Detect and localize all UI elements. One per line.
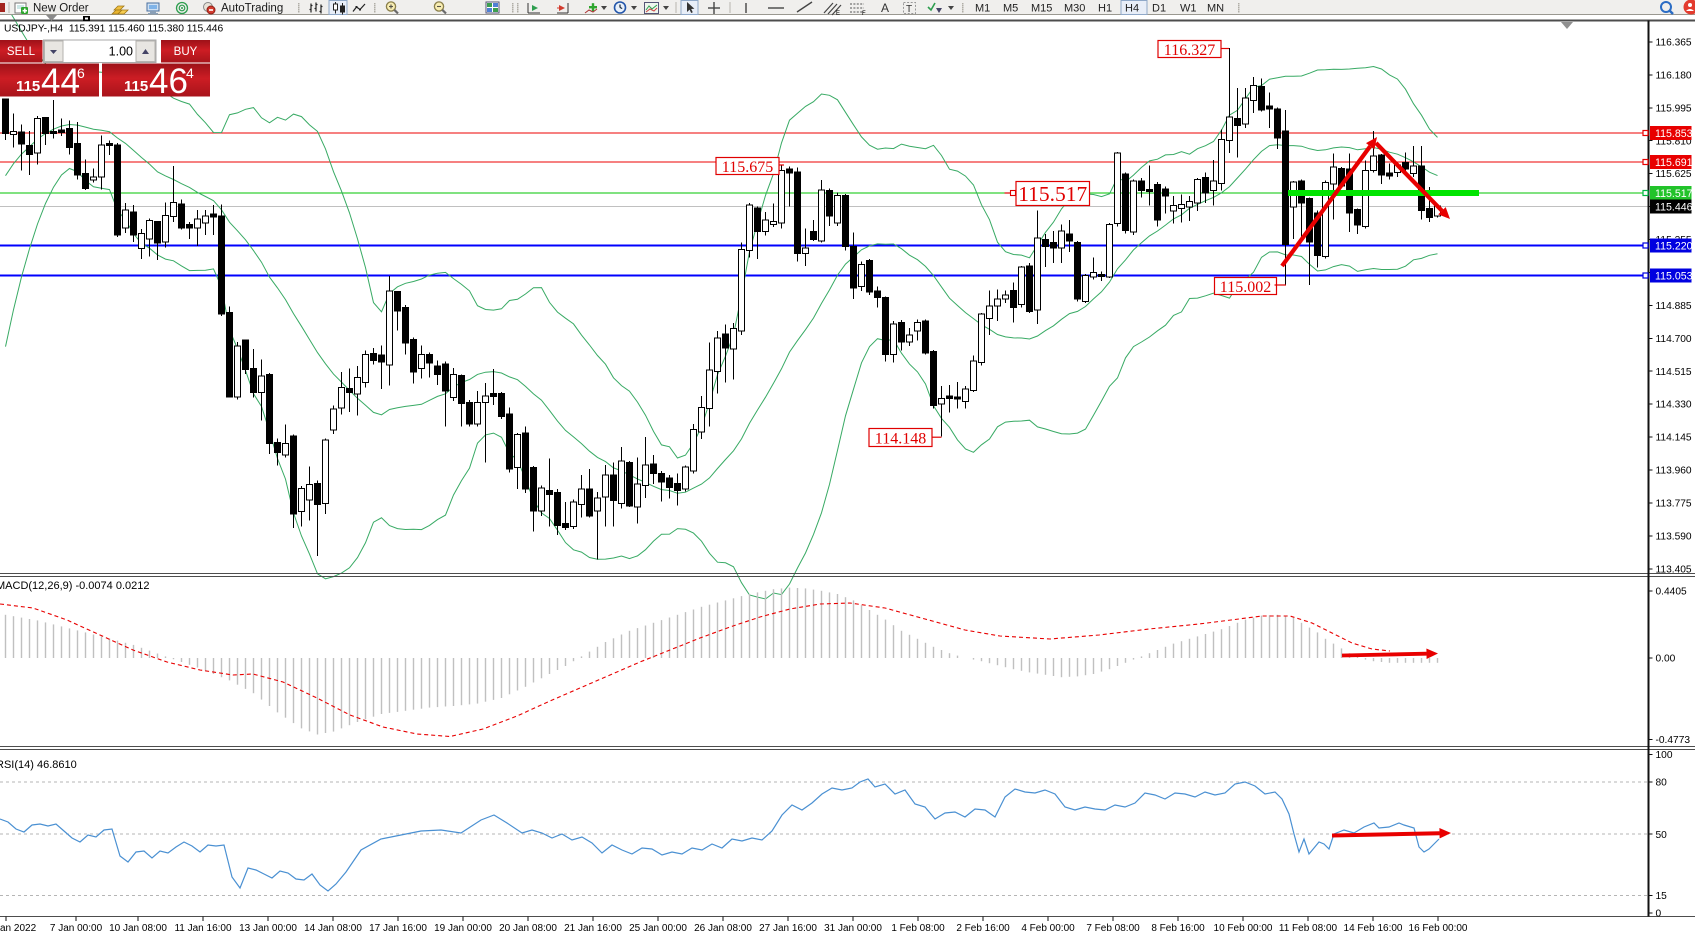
svg-text:0.4405: 0.4405 (1656, 587, 1687, 598)
svg-text:21 Jan 16:00: 21 Jan 16:00 (564, 923, 622, 934)
svg-text:115.446: 115.446 (1655, 201, 1693, 213)
svg-text:115.625: 115.625 (1656, 169, 1692, 180)
svg-text:115: 115 (16, 78, 40, 95)
svg-text:114.148: 114.148 (875, 430, 926, 447)
svg-text:114.700: 114.700 (1656, 334, 1692, 345)
svg-text:31 Jan 00:00: 31 Jan 00:00 (824, 923, 882, 934)
svg-text:116.365: 116.365 (1656, 37, 1692, 48)
svg-text:116.180: 116.180 (1656, 70, 1692, 81)
svg-text:1 Feb 08:00: 1 Feb 08:00 (891, 923, 945, 934)
svg-text:M15: M15 (1031, 3, 1052, 15)
svg-text:115.220: 115.220 (1655, 240, 1693, 252)
svg-text:114.515: 114.515 (1656, 367, 1692, 378)
svg-text:115.810: 115.810 (1656, 136, 1692, 147)
svg-text:New Order: New Order (33, 3, 89, 15)
svg-text:6: 6 (77, 65, 85, 81)
svg-text:14 Feb 16:00: 14 Feb 16:00 (1344, 923, 1403, 934)
svg-text:27 Jan 16:00: 27 Jan 16:00 (759, 923, 817, 934)
svg-text:4: 4 (186, 65, 194, 81)
svg-text:M1: M1 (975, 3, 990, 15)
svg-text:13 Jan 00:00: 13 Jan 00:00 (239, 923, 297, 934)
svg-text:20 Jan 08:00: 20 Jan 08:00 (499, 923, 557, 934)
svg-text:113.775: 113.775 (1656, 498, 1692, 509)
svg-text:7 Feb 08:00: 7 Feb 08:00 (1086, 923, 1140, 934)
svg-text:115.853: 115.853 (1655, 128, 1693, 140)
svg-text:50: 50 (1656, 830, 1668, 841)
svg-text:115.053: 115.053 (1655, 270, 1693, 282)
svg-text:114.885: 114.885 (1656, 301, 1692, 312)
svg-text:44: 44 (41, 62, 80, 101)
svg-text:14 Jan 08:00: 14 Jan 08:00 (304, 923, 362, 934)
svg-text:113.405: 113.405 (1656, 564, 1692, 575)
svg-text:M5: M5 (1003, 3, 1018, 15)
svg-text:W1: W1 (1180, 3, 1197, 15)
svg-text:115: 115 (124, 78, 148, 95)
svg-text:A: A (881, 1, 889, 15)
svg-text:8 Feb 16:00: 8 Feb 16:00 (1151, 923, 1205, 934)
svg-text:H4: H4 (1125, 3, 1139, 15)
svg-text:BUY: BUY (174, 46, 198, 58)
svg-text:an 2022: an 2022 (0, 923, 37, 934)
svg-text:D1: D1 (1152, 3, 1166, 15)
svg-text:M30: M30 (1064, 3, 1085, 15)
svg-text:25 Jan 00:00: 25 Jan 00:00 (629, 923, 687, 934)
svg-text:15: 15 (1656, 891, 1668, 902)
svg-text:F: F (862, 11, 866, 17)
svg-text:1.00: 1.00 (109, 45, 133, 59)
svg-text:MN: MN (1207, 3, 1224, 15)
svg-text:E: E (836, 11, 840, 17)
svg-text:115.517: 115.517 (1018, 182, 1087, 206)
svg-text:114.145: 114.145 (1656, 433, 1692, 444)
svg-text:MACD(12,26,9) -0.0074 0.0212: MACD(12,26,9) -0.0074 0.0212 (0, 580, 149, 592)
svg-text:17 Jan 16:00: 17 Jan 16:00 (369, 923, 427, 934)
svg-text:26 Jan 08:00: 26 Jan 08:00 (694, 923, 752, 934)
svg-text:115.002: 115.002 (1220, 279, 1271, 296)
svg-text:SELL: SELL (7, 46, 36, 58)
svg-text:7 Jan 00:00: 7 Jan 00:00 (50, 923, 103, 934)
svg-text:16 Feb 00:00: 16 Feb 00:00 (1409, 923, 1468, 934)
svg-text:USDJPY-,H4 115.391 115.460 11: USDJPY-,H4 115.391 115.460 115.380 115.4… (4, 24, 224, 35)
svg-text:116.327: 116.327 (1164, 42, 1215, 59)
svg-text:19 Jan 00:00: 19 Jan 00:00 (434, 923, 492, 934)
svg-text:4 Feb 00:00: 4 Feb 00:00 (1021, 923, 1075, 934)
svg-text:100: 100 (1656, 750, 1673, 761)
svg-text:11 Feb 08:00: 11 Feb 08:00 (1279, 923, 1338, 934)
svg-text:0.00: 0.00 (1656, 654, 1676, 665)
svg-text:T: T (906, 4, 912, 15)
svg-text:-0.4773: -0.4773 (1656, 735, 1691, 746)
svg-text:115.995: 115.995 (1656, 103, 1692, 114)
svg-text:113.960: 113.960 (1656, 466, 1692, 477)
svg-text:80: 80 (1656, 777, 1668, 788)
svg-text:115.517: 115.517 (1655, 188, 1693, 200)
svg-text:115.691: 115.691 (1655, 157, 1693, 169)
svg-text:11 Jan 16:00: 11 Jan 16:00 (174, 923, 232, 934)
svg-text:0: 0 (1656, 909, 1662, 920)
svg-text:115.675: 115.675 (722, 159, 773, 176)
svg-text:AutoTrading: AutoTrading (221, 3, 283, 15)
svg-text:114.330: 114.330 (1656, 400, 1692, 411)
svg-text:10 Feb 00:00: 10 Feb 00:00 (1214, 923, 1273, 934)
svg-text:RSI(14) 46.8610: RSI(14) 46.8610 (0, 759, 77, 771)
svg-text:2 Feb 16:00: 2 Feb 16:00 (956, 923, 1010, 934)
svg-text:10 Jan 08:00: 10 Jan 08:00 (109, 923, 167, 934)
svg-text:113.590: 113.590 (1656, 531, 1692, 542)
svg-text:H1: H1 (1098, 3, 1112, 15)
svg-text:46: 46 (149, 62, 188, 101)
